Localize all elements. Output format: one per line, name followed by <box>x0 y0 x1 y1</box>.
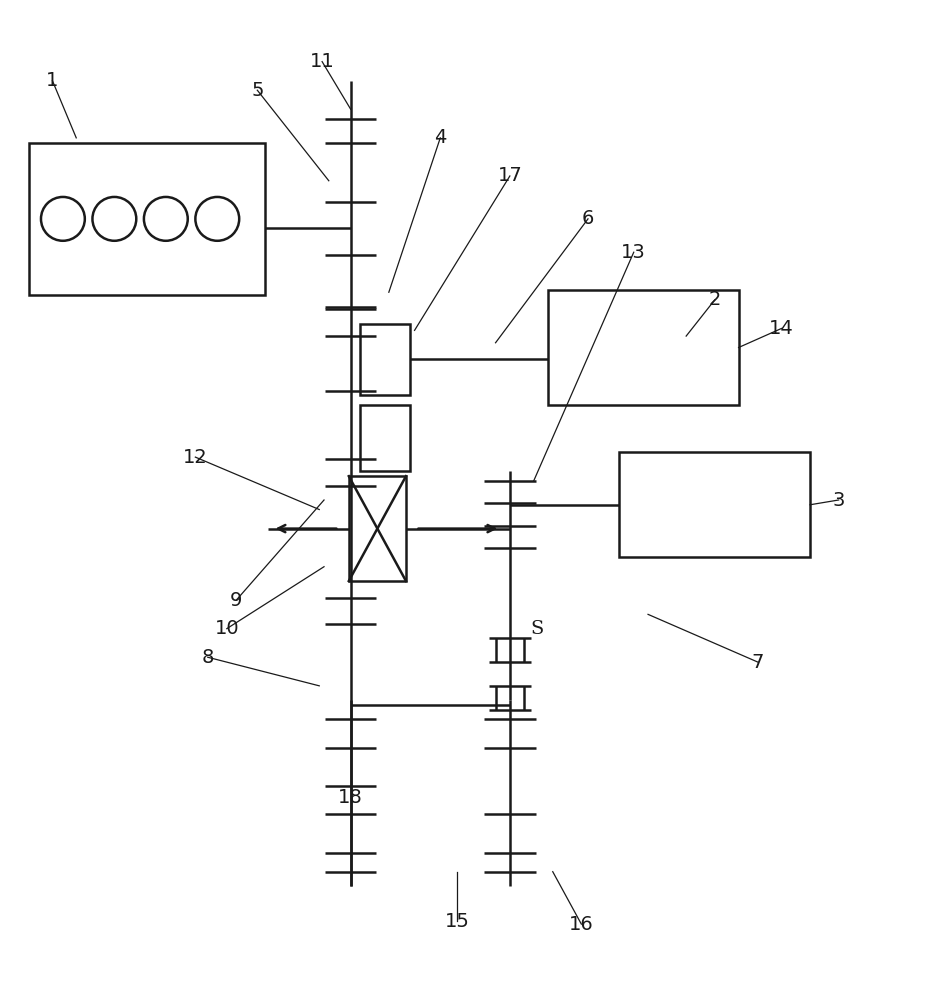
Text: 4: 4 <box>434 128 446 147</box>
Text: 1: 1 <box>47 71 58 90</box>
Text: 13: 13 <box>621 243 645 262</box>
Bar <box>348 476 406 581</box>
Text: 8: 8 <box>202 648 213 667</box>
Text: 12: 12 <box>183 448 208 467</box>
Bar <box>547 290 738 405</box>
Text: S: S <box>529 620 543 638</box>
Text: 9: 9 <box>230 591 242 610</box>
Text: 10: 10 <box>214 619 239 638</box>
Text: 5: 5 <box>250 81 264 100</box>
Text: 11: 11 <box>309 52 334 71</box>
Text: 16: 16 <box>568 915 593 934</box>
Bar <box>619 452 809 557</box>
Text: 2: 2 <box>708 290 720 309</box>
Text: 17: 17 <box>497 166 522 185</box>
Text: 7: 7 <box>751 653 763 672</box>
Text: 18: 18 <box>338 788 363 807</box>
Text: 3: 3 <box>832 491 843 510</box>
Bar <box>360 405 409 471</box>
Text: 15: 15 <box>445 912 469 931</box>
Text: 6: 6 <box>582 209 593 228</box>
Text: 14: 14 <box>768 319 793 338</box>
Bar <box>360 324 409 395</box>
Bar <box>29 143 265 295</box>
